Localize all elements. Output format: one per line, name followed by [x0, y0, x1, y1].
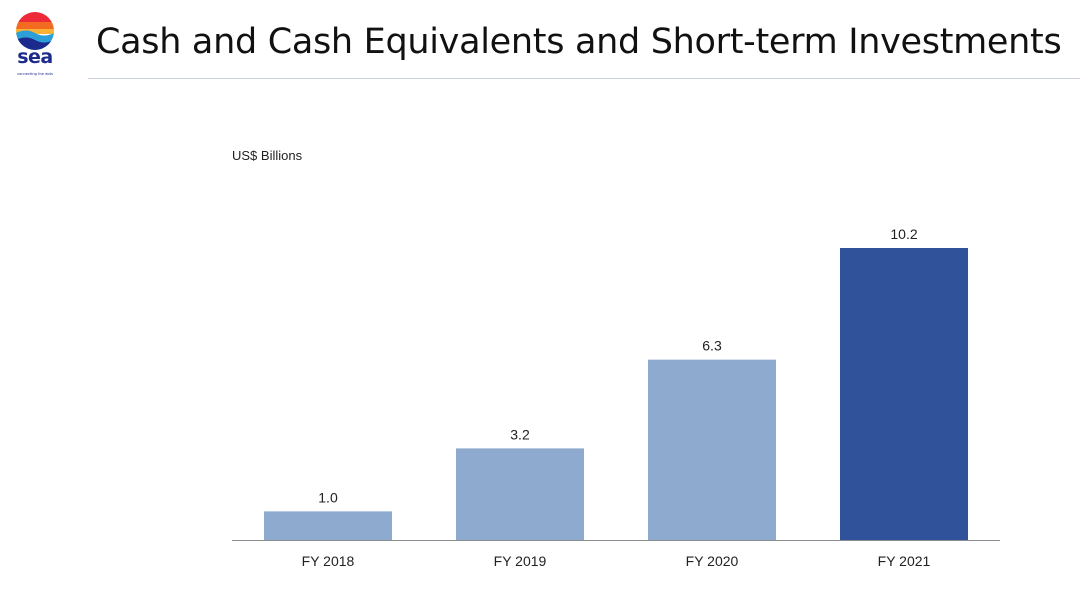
x-tick-label-3: FY 2020 [686, 553, 739, 569]
sea-logo-wordmark: sea [17, 46, 53, 68]
x-tick-label-4: FY 2021 [878, 553, 931, 569]
x-tick-label-1: FY 2018 [302, 553, 355, 569]
page-title: Cash and Cash Equivalents and Short-term… [96, 22, 1062, 62]
bar-4 [840, 248, 968, 540]
sea-logo: sea connecting the dots [10, 10, 60, 82]
chart-unit-label: US$ Billions [232, 148, 303, 163]
data-label-4: 10.2 [890, 226, 917, 242]
x-tick-label-2: FY 2019 [494, 553, 547, 569]
data-label-1: 1.0 [318, 489, 338, 505]
sea-logo-tagline: connecting the dots [17, 72, 53, 76]
data-label-3: 6.3 [702, 338, 722, 354]
title-divider [88, 78, 1080, 79]
bar-2 [456, 448, 584, 540]
bar-3 [648, 359, 776, 540]
bar-1 [264, 511, 392, 540]
sea-logo-circle-icon [16, 12, 54, 50]
data-label-2: 3.2 [510, 426, 530, 442]
